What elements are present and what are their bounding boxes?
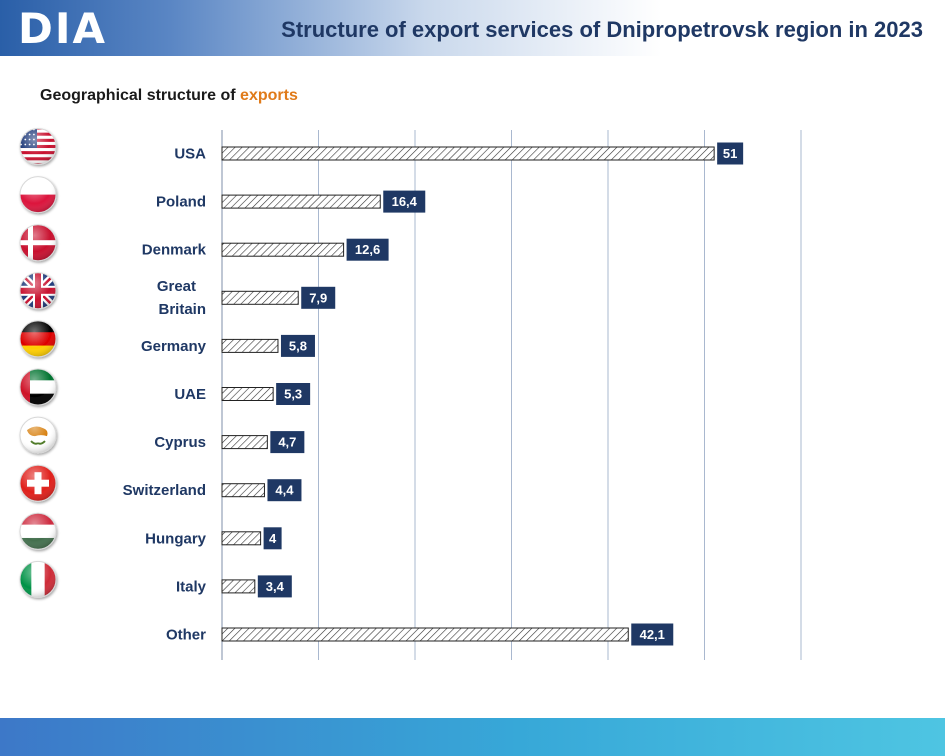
value-label-box xyxy=(301,286,336,309)
value-label: 3,4 xyxy=(266,579,285,594)
category-label: Germany xyxy=(141,338,207,355)
germany-flag-icon xyxy=(19,320,57,358)
value-label-box xyxy=(631,623,674,646)
hungary-flag-icon xyxy=(19,512,57,550)
dia-logo: DIA xyxy=(18,4,107,53)
value-label: 5,8 xyxy=(289,338,307,353)
value-label-box xyxy=(717,142,744,165)
poland-flag-icon xyxy=(19,176,57,214)
italy-flag-icon xyxy=(19,560,57,598)
category-label: Poland xyxy=(156,194,206,211)
category-label: Other xyxy=(166,627,206,644)
category-label: Denmark xyxy=(142,242,207,259)
chart-subtitle: Geographical structure of exports xyxy=(40,87,298,105)
value-label-box xyxy=(267,479,302,502)
bar xyxy=(221,483,265,498)
value-label: 51 xyxy=(723,146,737,161)
category-label: Hungary xyxy=(145,530,207,547)
value-label-box xyxy=(257,575,292,598)
value-label-box xyxy=(270,431,305,454)
bar xyxy=(221,579,256,594)
value-label-box xyxy=(383,190,426,213)
value-label-box xyxy=(276,383,311,405)
value-label: 16,4 xyxy=(392,194,418,209)
category-label: Cyprus xyxy=(154,434,206,451)
value-label: 4,4 xyxy=(275,483,294,498)
category-label: Great Britain xyxy=(157,278,206,318)
cyprus-flag-icon xyxy=(19,416,57,454)
bar-chart: 51 USA 16,4 Poland 12,6 Denmark 7,9 Great Britai… xyxy=(19,128,802,660)
value-label: 4,7 xyxy=(278,435,296,450)
uae-flag-icon xyxy=(19,368,57,406)
bar xyxy=(221,242,345,257)
value-label-box xyxy=(263,527,282,550)
category-label: UAE xyxy=(174,386,206,403)
value-label-box xyxy=(280,334,315,357)
value-label: 42,1 xyxy=(640,627,665,642)
bar xyxy=(221,194,381,209)
value-label: 7,9 xyxy=(309,290,327,305)
bar xyxy=(221,290,299,305)
value-label: 5,3 xyxy=(284,387,302,402)
bar xyxy=(221,627,629,642)
bar xyxy=(221,338,279,353)
subtitle-prefix: Geographical structure of xyxy=(40,87,241,104)
category-label: Italy xyxy=(176,578,207,595)
bar xyxy=(221,146,715,161)
value-label: 4 xyxy=(269,531,277,546)
value-label: 12,6 xyxy=(355,242,380,257)
switzerland-flag-icon xyxy=(19,464,57,502)
value-label-box xyxy=(346,238,389,261)
bar xyxy=(221,435,268,450)
page-title: Structure of export services of Dniprope… xyxy=(281,17,923,42)
usa-flag-icon xyxy=(19,128,57,165)
footer-bar xyxy=(0,718,945,756)
category-label: Switzerland xyxy=(123,482,206,499)
category-label: USA xyxy=(174,146,206,163)
subtitle-accent: exports xyxy=(240,87,298,104)
bar xyxy=(221,387,274,401)
denmark-flag-icon xyxy=(19,224,57,262)
bar xyxy=(221,531,262,546)
header-banner: DIA Structure of export services of Dnip… xyxy=(0,0,945,56)
great-britain-flag-icon xyxy=(19,272,57,310)
